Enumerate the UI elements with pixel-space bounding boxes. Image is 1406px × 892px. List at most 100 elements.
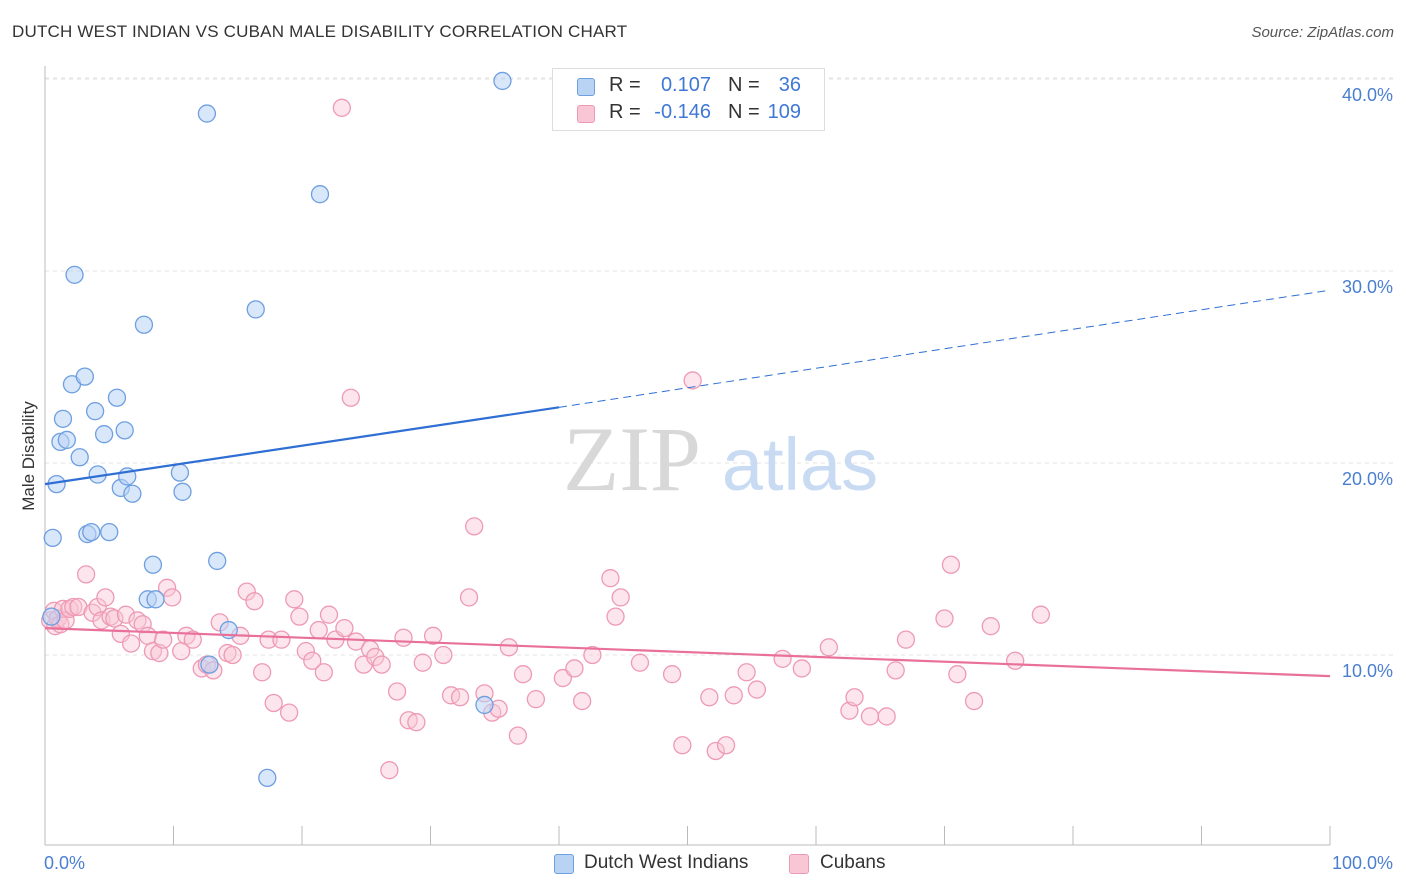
dutch-west-indians-point-0: [42, 607, 61, 626]
cubans-point-63: [394, 628, 413, 647]
trend-lines: [44, 289, 1331, 678]
cubans-point-99: [819, 638, 838, 657]
cubans-point-55: [332, 98, 351, 117]
dutch-west-indians-trend-dashed: [558, 289, 1331, 408]
dutch-west-indians-point-23: [143, 555, 163, 574]
cubans-point-25: [154, 630, 173, 649]
cubans-point-60: [372, 655, 391, 674]
legend-r-value: -0.146: [654, 101, 711, 123]
chart-title: DUTCH WEST INDIAN VS CUBAN MALE DISABILI…: [12, 22, 628, 41]
legend-swatch-pink: [577, 105, 595, 123]
correlation-legend: R = 0.107 N = 36 R = -0.146 N = 109: [552, 68, 825, 131]
cubans-point-112: [1031, 605, 1051, 624]
cubans-points: [40, 98, 1051, 780]
cubans-point-40: [253, 663, 272, 682]
cubans-point-95: [737, 663, 756, 682]
cubans-point-108: [948, 665, 967, 684]
dutch-west-indians-point-28: [200, 655, 219, 674]
cubans-point-47: [296, 642, 316, 661]
cubans-point-70: [450, 688, 470, 707]
x-tick-label-0: 0.0%: [44, 853, 85, 873]
cubans-point-38: [237, 582, 256, 601]
cubans-point-24: [150, 643, 169, 663]
cubans-point-97: [773, 649, 792, 668]
dutch-west-indians-point-1: [43, 528, 62, 548]
cubans-point-94: [724, 686, 743, 705]
y-tick-label-20: 20.0%: [1342, 469, 1393, 489]
cubans-point-72: [465, 517, 484, 536]
cubans-point-48: [303, 651, 322, 670]
zipatlas-watermark: ZIP atlas: [563, 408, 878, 510]
dutch-west-indians-point-20: [123, 484, 142, 503]
cubans-point-54: [341, 388, 360, 407]
cubans-point-109: [964, 691, 984, 711]
cubans-point-104: [886, 661, 905, 680]
cubans-point-53: [335, 618, 354, 638]
dutch-west-indians-point-4: [53, 409, 73, 428]
cubans-trend: [44, 627, 1331, 678]
legend-n-label: N =: [728, 101, 760, 123]
cubans-point-86: [611, 588, 630, 607]
tick-labels: 10.0% 20.0% 30.0% 40.0% 0.0% 100.0%: [44, 85, 1393, 873]
cubans-point-76: [499, 638, 519, 657]
cubans-point-56: [346, 632, 366, 651]
cubans-point-65: [407, 713, 426, 732]
watermark-zip: ZIP: [563, 408, 701, 510]
cubans-point-79: [526, 690, 546, 709]
cubans-point-49: [309, 620, 328, 640]
y-tick-label-30: 30.0%: [1342, 277, 1393, 297]
dutch-west-indians-trend-solid: [44, 406, 560, 486]
cubans-point-78: [513, 665, 533, 684]
dutch-west-indians-point-8: [70, 448, 89, 467]
cubans-point-71: [459, 588, 479, 607]
cubans-point-16: [105, 609, 124, 628]
series-legend-swatch-pink: [789, 854, 809, 874]
cubans-point-62: [387, 682, 407, 701]
legend-n-value: 36: [778, 74, 801, 96]
cubans-point-93: [716, 736, 736, 755]
cubans-point-84: [601, 569, 620, 588]
cubans-point-50: [314, 663, 333, 682]
dutch-west-indians-point-5: [57, 430, 76, 450]
legend-n-value: 109: [767, 101, 801, 123]
cubans-point-39: [245, 592, 264, 611]
cubans-point-8: [64, 597, 83, 617]
cubans-point-51: [319, 605, 339, 624]
cubans-point-96: [747, 680, 767, 699]
cubans-point-10: [76, 565, 96, 584]
cubans-point-88: [662, 665, 682, 684]
cubans-point-102: [860, 707, 880, 726]
y-tick-label-10: 10.0%: [1342, 661, 1393, 681]
dutch-west-indians-point-35: [493, 71, 512, 91]
dutch-west-indians-point-24: [146, 590, 165, 609]
cubans-point-91: [700, 688, 719, 707]
cubans-point-89: [673, 736, 692, 755]
cubans-point-46: [290, 607, 309, 626]
cubans-point-100: [840, 701, 859, 720]
cubans-point-14: [96, 588, 115, 607]
legend-row-cubans: R = -0.146 N = 109: [553, 101, 824, 127]
cubans-point-27: [163, 588, 182, 607]
dutch-west-indians-point-16: [107, 388, 127, 407]
cubans-point-19: [121, 634, 141, 653]
grid-lines: [45, 77, 1393, 656]
cubans-point-81: [565, 659, 584, 678]
legend-r-label: R =: [609, 101, 641, 123]
cubans-point-45: [285, 590, 304, 609]
dutch-west-indians-point-15: [100, 522, 119, 542]
cubans-point-90: [683, 371, 702, 390]
cubans-point-106: [935, 609, 954, 628]
cubans-point-111: [1006, 651, 1025, 670]
dutch-west-indians-point-26: [173, 482, 192, 501]
legend-r-label: R =: [609, 74, 641, 96]
legend-n-label: N =: [728, 74, 760, 96]
cubans-point-18: [116, 605, 136, 624]
dutch-west-indians-point-18: [115, 421, 134, 440]
dutch-west-indians-point-34: [475, 695, 494, 715]
cubans-point-42: [264, 693, 283, 713]
cubans-point-110: [981, 617, 1000, 636]
cubans-point-68: [434, 645, 453, 665]
dutch-west-indians-point-21: [134, 315, 154, 334]
dutch-west-indians-point-11: [82, 522, 101, 542]
